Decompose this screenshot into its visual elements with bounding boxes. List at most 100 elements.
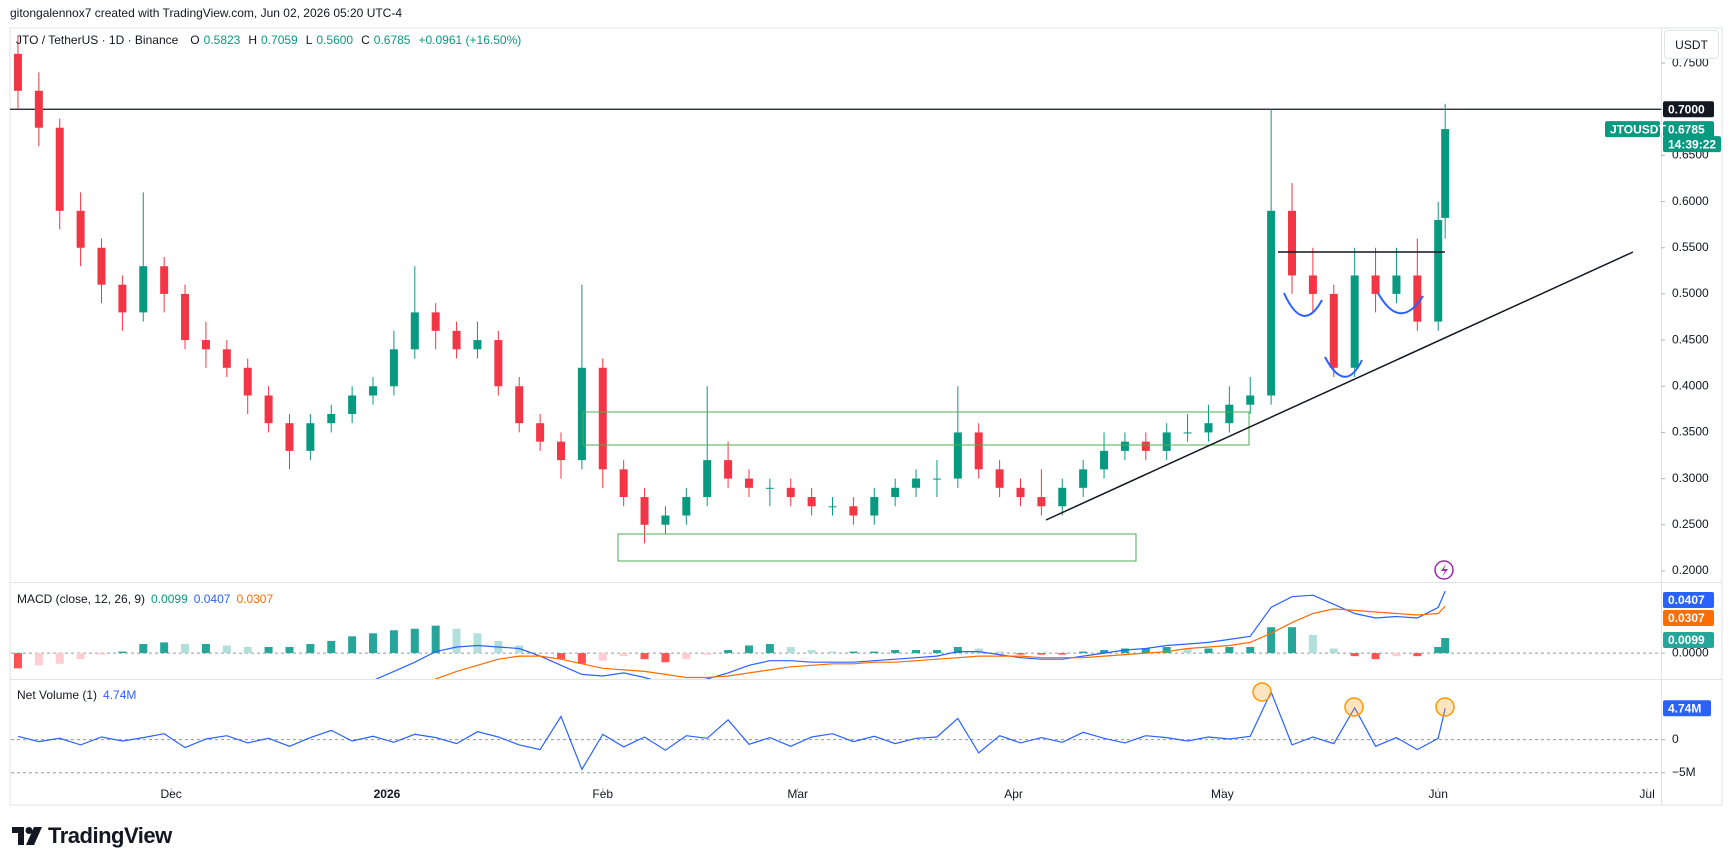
candle-body [1016,487,1025,498]
x-tick-label: Mar [787,787,808,801]
candle-body [870,497,879,516]
highlight-circle [1252,682,1272,702]
candle-body [452,330,461,350]
currency-button[interactable]: USDT [1664,30,1719,59]
indicator-value: 0.0307 [236,592,274,606]
event-icon[interactable] [1434,560,1454,580]
candle-body [97,247,106,285]
price-badge: 0.7000 [1668,102,1705,116]
histogram-badge: 0.0099 [1668,633,1705,647]
histogram-bar [557,653,565,660]
candle-body [577,367,586,461]
histogram-bar [1350,653,1359,657]
histogram-bar [452,628,461,654]
histogram-bar [1413,653,1422,657]
histogram-bar [995,651,1004,654]
candle-body [369,386,378,396]
candle-body [807,497,816,507]
histogram-bar [264,647,273,654]
histogram-bar [1225,647,1234,654]
candle-body [786,487,795,498]
candle-body [1162,432,1171,451]
candle-body [160,266,169,294]
candle-body [389,349,398,387]
histogram-bar [1434,647,1443,654]
candle-body [1079,469,1088,488]
candle-body [598,367,607,470]
candle-body [849,506,858,516]
y-tick-label: 0.6000 [1672,194,1709,208]
histogram-bar [1141,648,1150,654]
symbol[interactable]: JTO / TetherUS · 1D · Binance [16,33,179,47]
frame [9,27,1723,806]
candle-body [640,497,649,525]
candle-body [1225,404,1234,424]
x-tick-label: May [1211,787,1234,801]
indicator-value: 4.74M [103,688,137,702]
ohlc-value: 0.6785 [373,33,411,47]
ohlc-label: L [305,33,313,47]
candle-body [1100,450,1109,470]
candle-body [118,284,127,313]
y-tick-label: 0.0000 [1672,645,1709,659]
candle-body [13,53,22,91]
histogram-bar [849,651,858,654]
histogram-bar [118,651,127,654]
signal-badge: 0.0307 [1668,611,1705,625]
histogram-bar [577,653,586,664]
brand: TradingView [12,823,172,849]
countdown-badge: 14:39:22 [1668,137,1716,151]
x-tick-label: Jun [1429,787,1448,801]
indicator-label[interactable]: Net Volume (1) [17,688,98,702]
signal-line [433,605,1446,679]
candle-body [1392,275,1401,294]
ohlc-label: H [248,33,258,47]
pattern-arc [1283,292,1323,317]
histogram-bar [932,650,941,654]
candle-body [1058,487,1067,507]
histogram-bar [682,653,691,660]
histogram-bar [1079,651,1088,654]
price-badge: 0.6785 [1668,122,1705,136]
histogram-bar [431,625,440,654]
candle-body [139,266,148,313]
histogram-bar [953,647,962,654]
candle-body [912,478,921,488]
indicator-value: 0.0407 [193,592,231,606]
histogram-bar [974,648,983,654]
histogram-bar [1183,648,1192,654]
indicator-label[interactable]: MACD (close, 12, 26, 9) [17,592,146,606]
change: +0.0961 (+16.50%) [418,33,522,47]
histogram-bar [13,653,22,669]
histogram-bar [891,650,900,654]
ticker-badge-bg [1605,121,1660,138]
candle-body [1204,423,1213,433]
brand-logo [12,827,42,845]
candle-body [1120,441,1129,451]
histogram-bar [55,653,64,664]
ohlc-label: O [190,33,200,47]
histogram-bar [1288,627,1297,654]
candle-body [76,210,85,248]
y-tick-label: 0.3000 [1672,471,1709,485]
highlight-circle [1344,697,1364,717]
candle-body [181,293,190,341]
candle-body [1246,395,1255,405]
histogram-bar [1058,653,1067,655]
candle-body [1267,210,1276,396]
candle-body [828,506,837,508]
candle-body [557,441,565,461]
candle-body [1141,441,1150,451]
histogram-bar [201,643,210,654]
candle-body [431,312,440,331]
candle-body [1037,497,1046,507]
histogram-bar [515,645,524,654]
candle-body [744,478,753,488]
candle-body [682,497,691,516]
signal-badge-bg [1663,610,1714,626]
pattern-arc [1324,356,1363,378]
header: gitongalennox7 created with TradingView.… [10,6,403,20]
